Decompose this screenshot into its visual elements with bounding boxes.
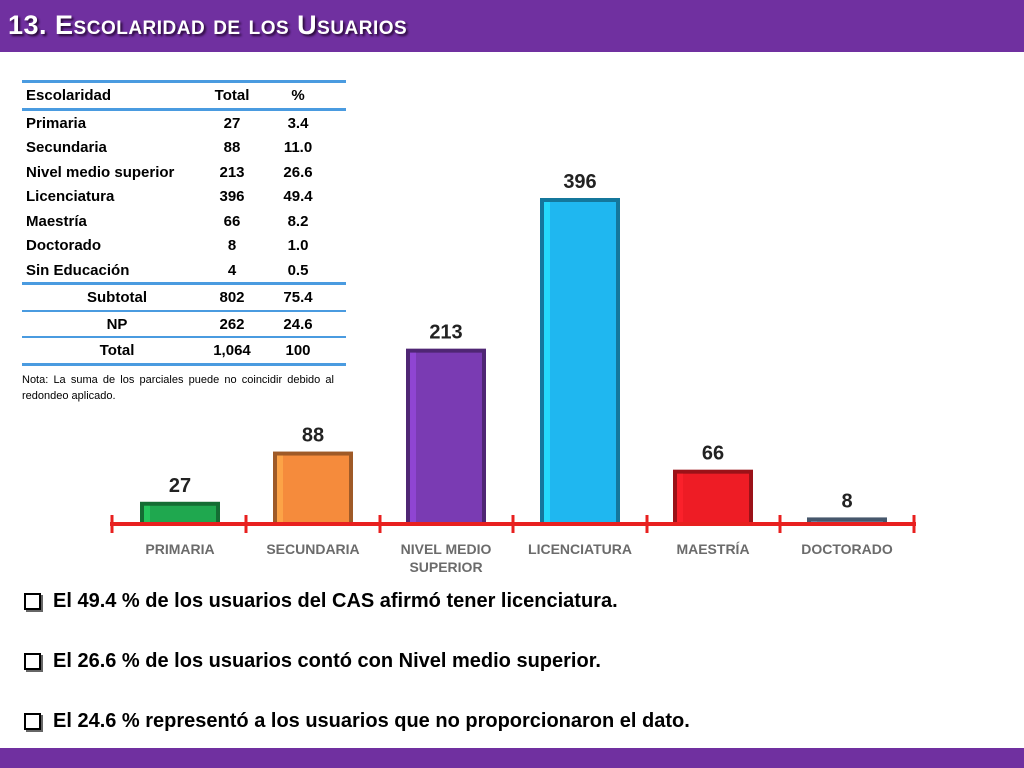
table-cell: 1.0 <box>287 237 309 254</box>
table-row: Maestría 66 8.2 <box>22 209 346 234</box>
table-cell: 262 <box>219 315 245 333</box>
table-note: Nota: La suma de los parciales puede no … <box>22 374 334 402</box>
table-cell: Primaria <box>26 114 87 132</box>
bar-highlight <box>811 521 817 522</box>
table-rule <box>22 362 346 366</box>
table-rule <box>22 336 346 338</box>
data-label: 88 <box>302 425 324 447</box>
data-label: 66 <box>702 443 724 465</box>
table-cell: Licenciatura <box>26 188 115 205</box>
bar <box>811 521 883 522</box>
data-table: Escolaridad Total % Primaria 27 3.4 Secu… <box>22 80 346 366</box>
category-label: MAESTRÍA <box>676 541 749 557</box>
table-cell: 11.0 <box>283 139 313 156</box>
table-cell: 802 <box>219 289 245 306</box>
bullet-text: El 26.6 % de los usuarios contó con Nive… <box>53 650 601 672</box>
table-cell: Secundaria <box>26 139 107 156</box>
bar <box>277 455 349 522</box>
bottom-bar <box>0 748 1024 768</box>
table-cell: 8.2 <box>287 212 309 230</box>
title-bar: 13. Escolaridad de los Usuarios <box>0 0 1024 52</box>
column-header: Total <box>214 87 250 104</box>
checkbox-bullet-icon <box>24 653 41 670</box>
bar-frame <box>807 517 887 524</box>
bar <box>544 202 616 522</box>
bar <box>410 352 482 522</box>
table-cell: Sin Educación <box>26 261 130 279</box>
category-label: NIVEL MEDIO SUPERIOR <box>401 541 492 575</box>
category-label: LICENCIATURA <box>528 541 632 557</box>
table-rule <box>22 309 346 312</box>
table-cell: Total <box>99 342 135 359</box>
table-cell: 0.5 <box>287 261 309 279</box>
checkbox-bullet-icon <box>24 593 41 610</box>
table-row: Sin Educación 4 0.5 <box>22 258 346 283</box>
np-row: NP 262 24.6 <box>22 312 346 337</box>
data-label: 27 <box>169 475 191 497</box>
table-cell: 8 <box>227 237 237 254</box>
total-row: Total 1,064 100 <box>22 338 346 363</box>
table-cell: 75.4 <box>283 289 313 306</box>
bar-highlight <box>277 455 283 522</box>
bar-highlight <box>144 505 150 522</box>
table-cell: 4 <box>227 261 237 279</box>
category-label: DOCTORADO <box>801 541 893 557</box>
table-cell: 396 <box>219 188 245 205</box>
table-rule <box>22 80 346 83</box>
table-rule <box>22 107 346 111</box>
table-cell: Nivel medio superior <box>26 163 175 181</box>
data-label: 396 <box>563 171 596 193</box>
column-header: % <box>291 87 305 104</box>
bullet-text: El 24.6 % representó a los usuarios que … <box>53 710 690 732</box>
table-cell: 26.6 <box>283 163 313 181</box>
table-cell: 24.6 <box>283 315 313 333</box>
data-label: 213 <box>429 322 462 344</box>
bar-highlight <box>410 352 416 522</box>
column-header: Escolaridad <box>26 87 112 104</box>
table-row: Primaria 27 3.4 <box>22 111 346 136</box>
bullet-item: El 49.4 % de los usuarios del CAS afirmó… <box>24 590 618 613</box>
bullet-item: El 26.6 % de los usuarios contó con Nive… <box>24 650 601 673</box>
table-cell: Doctorado <box>26 237 101 254</box>
page-title: 13. Escolaridad de los Usuarios <box>8 10 408 40</box>
bar <box>144 505 216 522</box>
table-cell: 49.4 <box>283 188 313 205</box>
table-cell: 66 <box>223 212 241 230</box>
bar-highlight <box>544 202 550 522</box>
table-row: Secundaria 88 11.0 <box>22 135 346 160</box>
checkbox-bullet-icon <box>24 713 41 730</box>
bar <box>677 473 749 522</box>
table-cell: 88 <box>223 139 241 156</box>
table-cell: NP <box>106 315 128 333</box>
table-cell: 3.4 <box>287 114 309 132</box>
table-cell: Subtotal <box>87 289 147 306</box>
category-label: SECUNDARIA <box>266 541 359 557</box>
subtotal-row: Subtotal 802 75.4 <box>22 285 346 310</box>
bullet-item: El 24.6 % representó a los usuarios que … <box>24 710 690 733</box>
table-header-row: Escolaridad Total % <box>22 83 346 108</box>
table-cell: 100 <box>285 342 311 359</box>
table-rule <box>22 282 346 285</box>
table-row: Nivel medio superior 213 26.6 <box>22 160 346 185</box>
table-cell: 27 <box>223 114 241 132</box>
bullet-text: El 49.4 % de los usuarios del CAS afirmó… <box>53 590 618 612</box>
table-cell: 1,064 <box>213 342 251 359</box>
data-label: 8 <box>841 490 852 512</box>
table-cell: 213 <box>219 163 245 181</box>
bar-highlight <box>677 473 683 522</box>
table-row: Doctorado 8 1.0 <box>22 233 346 258</box>
category-label: PRIMARIA <box>145 541 214 557</box>
table-cell: Maestría <box>26 212 87 230</box>
table-row: Licenciatura 396 49.4 <box>22 184 346 209</box>
